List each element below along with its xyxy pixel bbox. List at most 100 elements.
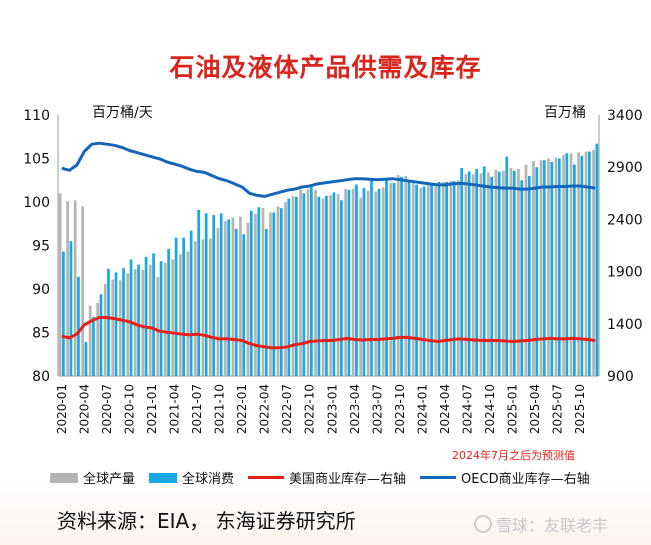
bar-global-production xyxy=(494,169,498,376)
bar-global-consumption xyxy=(159,261,163,376)
bar-global-consumption xyxy=(550,161,554,376)
bar-global-production xyxy=(441,181,445,376)
x-tick-label: 2022-10 xyxy=(303,384,317,434)
bar-global-production xyxy=(374,191,378,376)
right-axis-unit: 百万桶 xyxy=(544,105,586,121)
legend-swatch-oecd-inventory xyxy=(420,476,457,479)
bar-global-production xyxy=(118,280,122,376)
x-tick-label: 2023-10 xyxy=(393,384,407,434)
bar-global-consumption xyxy=(573,164,576,376)
bar-global-consumption xyxy=(415,184,418,376)
bar-global-consumption xyxy=(340,200,343,376)
legend-label-production: 全球产量 xyxy=(83,472,136,487)
right-tick-label: 2400 xyxy=(607,212,643,228)
bar-global-consumption xyxy=(385,179,388,376)
bar-global-consumption xyxy=(520,180,524,376)
bar-global-production xyxy=(344,188,347,376)
bar-global-consumption xyxy=(325,195,328,376)
bar-global-consumption xyxy=(362,188,366,376)
bar-global-consumption xyxy=(257,207,261,376)
x-tick-label: 2023-01 xyxy=(325,384,339,434)
bar-global-production xyxy=(291,195,295,376)
bar-global-consumption xyxy=(332,192,336,376)
bar-global-consumption xyxy=(69,241,73,376)
bar-global-production xyxy=(351,188,355,376)
bar-global-consumption xyxy=(137,264,140,376)
bar-global-consumption xyxy=(355,184,358,376)
x-tick-label: 2021-10 xyxy=(213,384,227,434)
right-tick-label: 3400 xyxy=(607,108,643,124)
bar-global-production xyxy=(532,161,535,376)
bar-global-consumption xyxy=(219,213,223,376)
bar-global-production xyxy=(276,206,280,376)
bar-global-consumption xyxy=(234,228,238,376)
bar-global-production xyxy=(148,264,152,376)
x-tick-label: 2025-10 xyxy=(573,384,587,434)
bar-global-production xyxy=(81,206,84,376)
bar-global-consumption xyxy=(482,166,486,376)
bar-global-consumption xyxy=(294,196,298,376)
bar-global-consumption xyxy=(279,208,283,376)
line-us-inventory xyxy=(61,316,596,350)
x-tick-label: 2020-01 xyxy=(55,384,69,434)
bar-global-consumption xyxy=(152,253,155,376)
bar-global-production xyxy=(434,183,438,376)
bar-global-consumption xyxy=(460,168,463,376)
bar-global-consumption xyxy=(505,156,509,376)
chart-title: 石油及液体产品供需及库存 xyxy=(169,53,482,82)
bar-global-production xyxy=(584,151,588,376)
left-tick-label: 80 xyxy=(32,369,50,385)
x-tick-label: 2023-07 xyxy=(370,384,384,434)
bar-global-production xyxy=(592,149,595,376)
x-tick-label: 2020-04 xyxy=(77,384,91,434)
bar-global-production xyxy=(88,305,92,376)
bar-global-consumption xyxy=(437,181,441,376)
bar-global-consumption xyxy=(497,171,501,376)
bar-global-production xyxy=(103,283,107,376)
source-note: 资料来源：EIA， 东海证券研究所 xyxy=(57,509,356,533)
bar-global-consumption xyxy=(475,168,479,376)
bar-global-consumption xyxy=(595,143,599,376)
bar-global-production xyxy=(396,175,400,376)
bar-global-production xyxy=(246,222,250,376)
bar-global-production xyxy=(209,238,212,376)
bar-global-consumption xyxy=(182,237,185,376)
legend-swatch-consumption xyxy=(149,472,178,483)
bar-global-consumption xyxy=(512,170,516,376)
bar-global-consumption xyxy=(77,276,80,376)
background-decoration xyxy=(0,478,651,545)
x-tick-label: 2024-10 xyxy=(483,384,497,434)
bar-global-consumption xyxy=(565,153,569,376)
bar-global-production xyxy=(569,153,573,376)
bar-global-production xyxy=(517,168,520,376)
bar-global-production xyxy=(254,214,257,376)
x-tick-label: 2023-04 xyxy=(348,384,362,434)
bar-global-production xyxy=(201,239,205,376)
x-tick-label: 2021-07 xyxy=(190,384,204,434)
bar-global-production xyxy=(329,195,332,376)
bar-global-production xyxy=(449,181,453,376)
bar-global-consumption xyxy=(129,259,133,376)
bar-global-production xyxy=(404,175,408,376)
bar-global-consumption xyxy=(167,248,170,376)
bar-global-production xyxy=(156,276,160,376)
bar-global-production xyxy=(284,202,287,376)
bar-global-consumption xyxy=(272,212,276,376)
x-tick-label: 2025-01 xyxy=(506,384,520,434)
x-tick-label: 2022-07 xyxy=(280,384,294,434)
bar-global-production xyxy=(73,200,77,376)
bar-global-production xyxy=(472,174,475,376)
bar-global-production xyxy=(389,182,393,376)
watermark-text: 雪球：友联老丰 xyxy=(496,516,609,535)
bar-global-consumption xyxy=(467,171,471,376)
bar-global-production xyxy=(239,216,242,376)
bar-global-consumption xyxy=(122,268,125,376)
bar-global-production xyxy=(321,198,325,376)
bar-global-consumption xyxy=(347,189,351,376)
right-tick-label: 1400 xyxy=(607,317,643,333)
bar-global-production xyxy=(426,185,430,376)
bar-global-consumption xyxy=(204,213,208,376)
bar-global-consumption xyxy=(249,210,253,376)
bar-global-production xyxy=(359,197,363,376)
